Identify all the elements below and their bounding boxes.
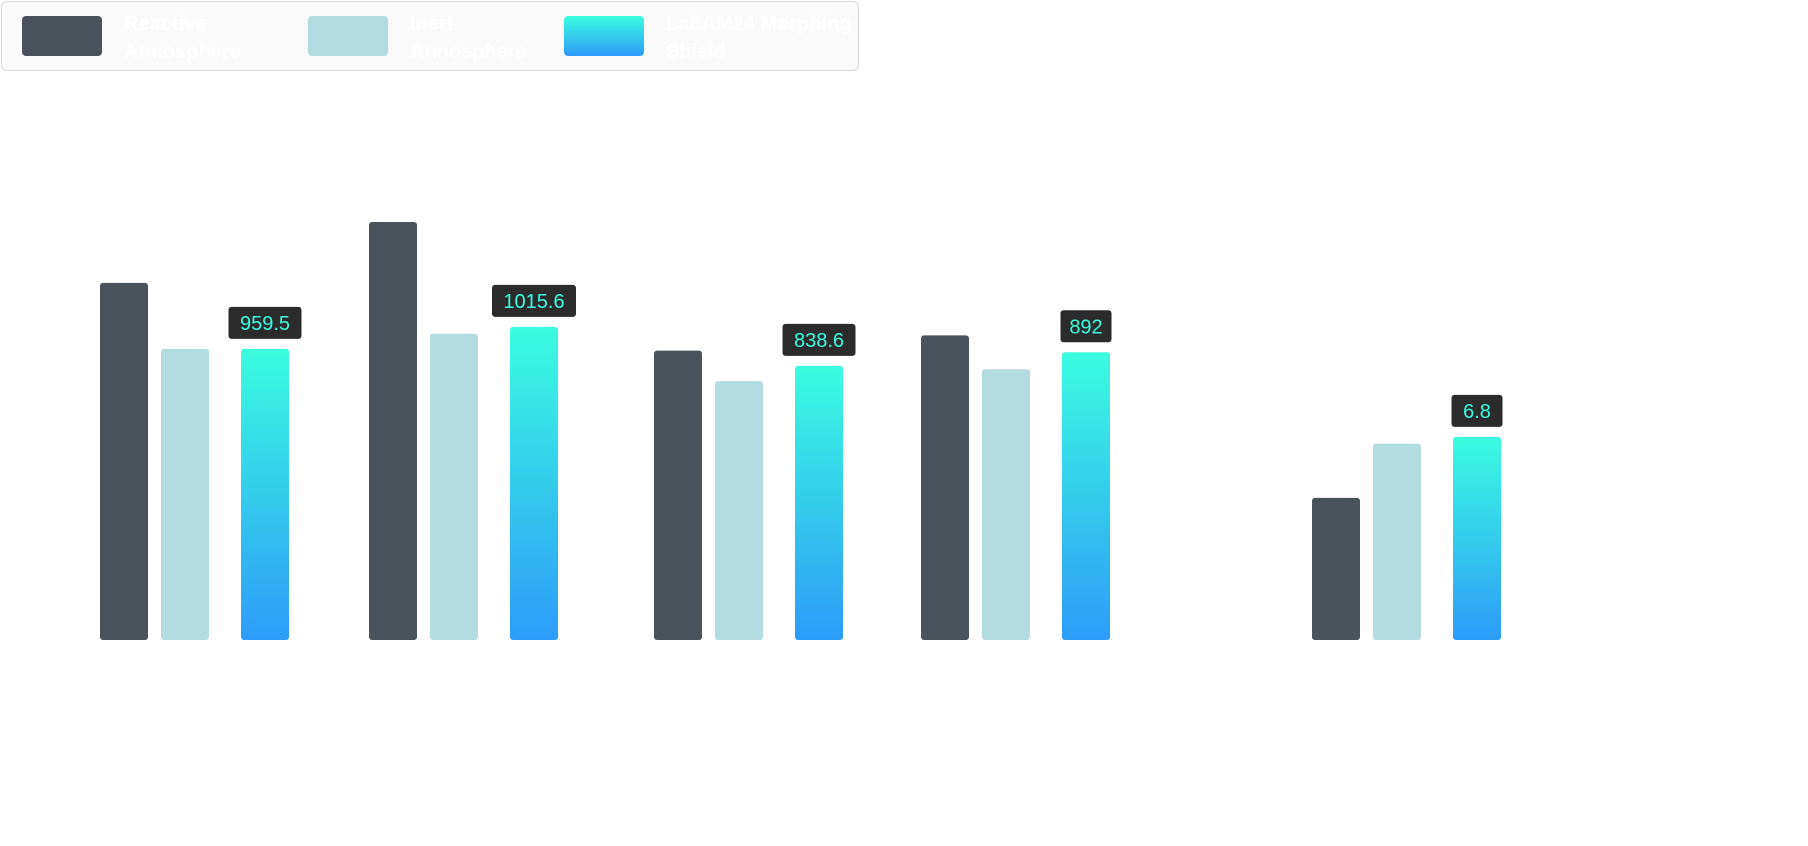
bar-labam24-1[interactable] <box>510 326 558 640</box>
bar-inert-4[interactable] <box>1373 443 1421 640</box>
legend-swatch-labam24 <box>564 16 644 56</box>
data-label-0: 959.5 <box>228 306 302 339</box>
legend-label-inert: Inert Atmosphere <box>410 13 527 63</box>
legend-label-labam24: LabAM24 Morphing Shield <box>666 13 852 63</box>
bar-reactive-1[interactable] <box>369 222 417 640</box>
data-label-text-2: 838.6 <box>794 330 844 352</box>
legend: Reactive Atmosphere Inert Atmosphere Lab… <box>1 1 859 71</box>
bar-labam24-3[interactable] <box>1062 352 1110 640</box>
data-label-text-3: 892 <box>1069 316 1102 338</box>
data-label-bg-4 <box>1451 394 1503 427</box>
bar-labam24-4[interactable] <box>1453 436 1501 640</box>
bar-reactive-0[interactable] <box>100 282 148 640</box>
bar-inert-2[interactable] <box>715 381 763 640</box>
data-label-text-4: 6.8 <box>1463 401 1491 423</box>
data-label-text-0: 959.5 <box>240 313 290 335</box>
bar-inert-0[interactable] <box>161 348 209 640</box>
legend-label-reactive: Reactive Atmosphere <box>124 13 241 63</box>
bar-reactive-2[interactable] <box>654 350 702 640</box>
data-label-text-1: 1015.6 <box>503 291 564 313</box>
data-label-bg-2 <box>782 323 856 356</box>
bar-inert-3[interactable] <box>982 369 1030 640</box>
legend-swatch-reactive <box>22 16 102 56</box>
bar-inert-1[interactable] <box>430 333 478 640</box>
bar-reactive-4[interactable] <box>1312 497 1360 640</box>
legend-swatch-inert <box>308 16 388 56</box>
bar-labam24-2[interactable] <box>795 365 843 640</box>
bar-labam24-0[interactable] <box>241 348 289 640</box>
data-label-bg-0 <box>228 306 302 339</box>
data-label-4: 6.8 <box>1451 394 1503 427</box>
data-label-bg-3 <box>1060 310 1112 343</box>
data-label-bg-1 <box>492 284 576 317</box>
data-label-2: 838.6 <box>782 323 856 356</box>
bar-reactive-3[interactable] <box>921 335 969 640</box>
data-label-3: 892 <box>1060 310 1112 343</box>
data-label-1: 1015.6 <box>492 284 576 317</box>
